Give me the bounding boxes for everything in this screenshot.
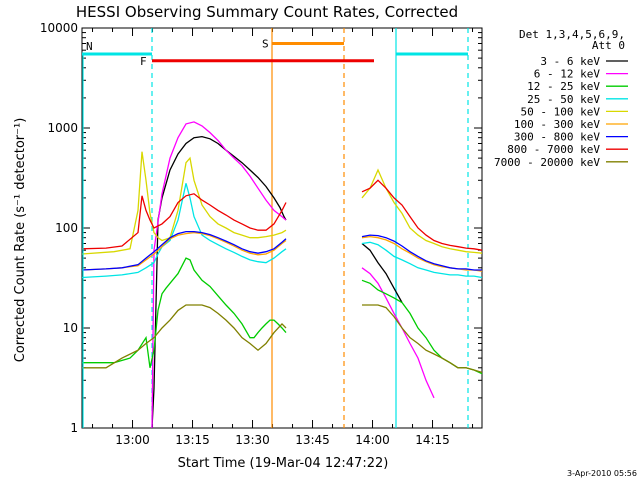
- legend-label: 100 - 300 keV: [514, 118, 600, 131]
- state-bars: N S F: [82, 37, 468, 68]
- x-tick-label: 13:15: [175, 433, 210, 447]
- series-line-50-100-keV: [81, 151, 483, 255]
- legend-label: 50 - 100 keV: [521, 105, 601, 118]
- legend-label: 300 - 800 keV: [514, 131, 600, 144]
- x-axis-label: Start Time (19-Mar-04 12:47:22): [178, 456, 389, 471]
- state-label-N: N: [86, 40, 93, 53]
- series-line-800-7000-keV: [81, 179, 483, 251]
- legend-label: 12 - 25 keV: [527, 80, 600, 93]
- series-lines: [81, 53, 483, 429]
- y-tick-label: 10000: [40, 21, 78, 35]
- legend-label: 3 - 6 keV: [540, 55, 600, 68]
- y-tick-label: 100: [55, 221, 78, 235]
- series-line-300-800-keV: [81, 230, 482, 271]
- x-tick-label: 14:00: [355, 433, 390, 447]
- legend-header: Det 1,3,4,5,6,9,: [519, 28, 625, 41]
- legend-label: 7000 - 20000 keV: [494, 156, 600, 169]
- series-line-25-50-keV: [81, 183, 483, 279]
- plot-area: [81, 27, 483, 429]
- y-axis-label: Corrected Count Rate (s⁻¹ detector⁻¹): [13, 118, 28, 363]
- series-line-3-6-keV: [151, 135, 403, 429]
- state-label-S: S: [262, 37, 269, 50]
- series-line-12-25-keV: [82, 257, 483, 375]
- x-tick-label: 13:00: [115, 433, 150, 447]
- x-tick-label: 14:15: [415, 433, 450, 447]
- chart-title: HESSI Observing Summary Count Rates, Cor…: [76, 3, 458, 21]
- state-label-F: F: [140, 55, 147, 68]
- legend-header: Att 0: [592, 39, 625, 52]
- y-tick-label: 10: [63, 321, 78, 335]
- x-tick-label: 13:30: [235, 433, 270, 447]
- legend-label: 800 - 7000 keV: [507, 143, 600, 156]
- tick-labels: 13:00 13:15 13:30 13:45 14:00 14:15 1 10 100 1000…: [40, 21, 450, 447]
- legend-label: 6 - 12 keV: [534, 68, 601, 81]
- series-line-6-12-keV: [151, 121, 435, 429]
- series-line-7000-20000-keV: [82, 304, 483, 374]
- timestamp: 3-Apr-2010 05:56: [567, 469, 637, 478]
- y-tick-label: 1000: [47, 121, 78, 135]
- y-tick-label: 1: [70, 421, 78, 435]
- legend-label: 25 - 50 keV: [527, 93, 600, 106]
- x-tick-label: 13:45: [295, 433, 330, 447]
